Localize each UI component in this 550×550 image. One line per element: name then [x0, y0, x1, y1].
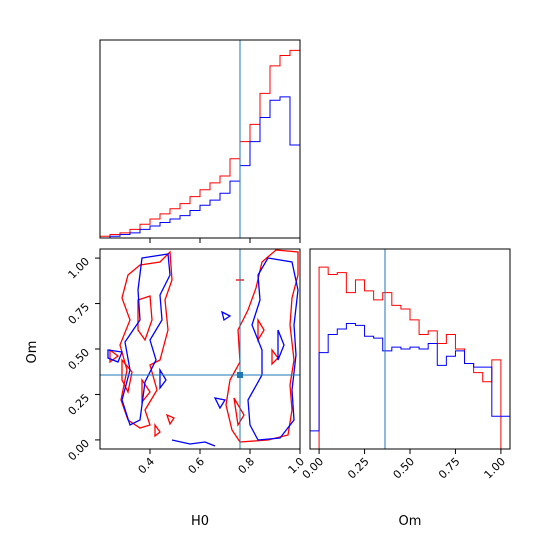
- contour-blue: [107, 253, 299, 447]
- tick-label-h0: 0.6: [186, 455, 208, 477]
- contour-red: [109, 249, 299, 443]
- truth-marker: [237, 372, 243, 378]
- hist-om-xticks: 0.00 0.25 0.50 0.75 1.00: [300, 449, 508, 481]
- contour-panel: 0.4 0.6 0.8 1.0 0.000.250.500.751.00 H0 Om: [25, 248, 307, 529]
- x-axis-label-h0: H0: [191, 514, 209, 529]
- tick-label-om-x: 1.00: [482, 455, 509, 482]
- tick-label-om-y: 0.25: [66, 391, 93, 418]
- tick-label-om-y: 0.75: [66, 300, 93, 327]
- contour-xticks: 0.4 0.6 0.8 1.0: [136, 449, 307, 477]
- tick-label-om-x: 0.75: [436, 455, 463, 482]
- hist-h0-panel: [99, 39, 301, 243]
- hist-om-red: [310, 266, 510, 450]
- tick-label-h0: 0.8: [236, 455, 258, 477]
- hist-om-blue-step: [309, 323, 511, 449]
- x-axis-label-om: Om: [399, 514, 422, 529]
- hist-h0-blue: [100, 96, 301, 239]
- contour-frame: [99, 248, 301, 450]
- tick-label-om-x: 0.50: [391, 455, 418, 482]
- tick-label-om-x: 0.00: [300, 455, 327, 482]
- tick-label-om-y: 1.00: [66, 255, 93, 282]
- tick-label-om-y: 0.00: [66, 437, 93, 464]
- tick-label-om-x: 0.25: [345, 455, 372, 482]
- y-axis-label-om: Om: [25, 341, 40, 364]
- hist-om-blue: [309, 323, 511, 449]
- contour-yticks: 0.00 0.25 0.50 0.75 1.00: [66, 255, 100, 463]
- tick-label-om-y: 0.50: [66, 346, 93, 373]
- hist-h0-red-step: [99, 49, 301, 238]
- tick-label-h0: 0.4: [136, 455, 158, 477]
- hist-om-panel: 0.00 0.25 0.50 0.75 1.00 Om: [300, 248, 511, 529]
- hist-om-red-step: [310, 266, 510, 450]
- hist-h0-xticks: [149, 238, 301, 243]
- hist-h0-blue-step: [100, 96, 301, 239]
- hist-h0-red: [99, 49, 301, 238]
